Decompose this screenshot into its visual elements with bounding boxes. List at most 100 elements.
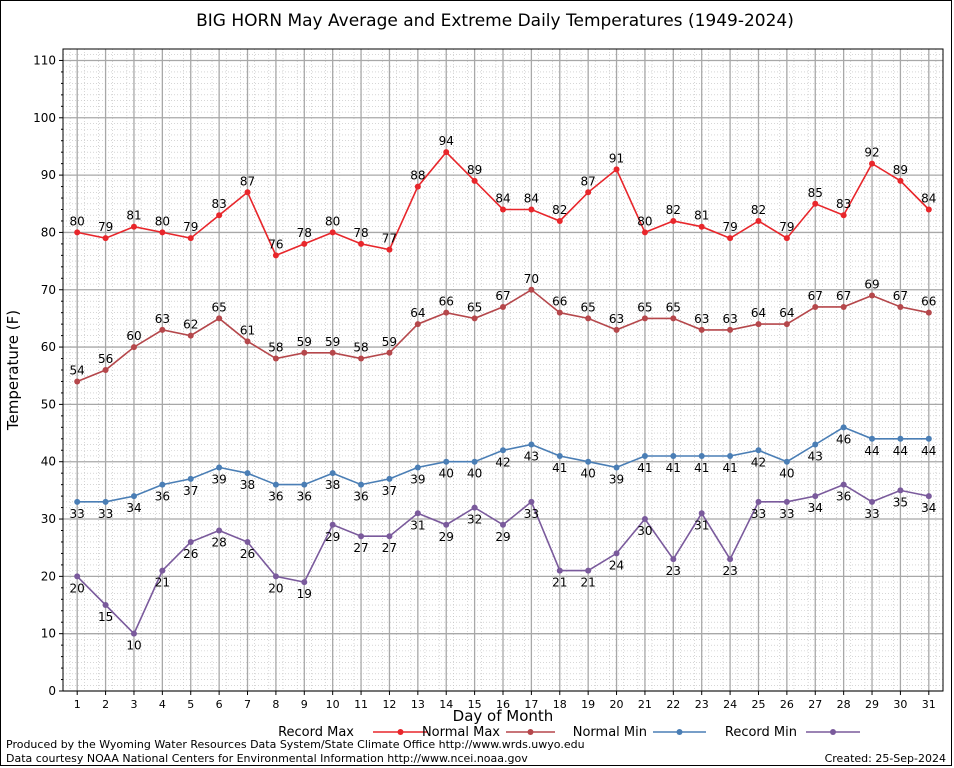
record-min-data-label: 26 bbox=[240, 547, 255, 561]
normal-min-data-label: 46 bbox=[836, 432, 851, 446]
normal-min-point bbox=[159, 481, 166, 488]
normal-min-data-label: 33 bbox=[98, 507, 113, 521]
normal-min-point bbox=[130, 493, 137, 500]
y-tick-label: 80 bbox=[41, 225, 56, 239]
normal-max-data-label: 59 bbox=[297, 335, 312, 349]
x-tick-label: 25 bbox=[751, 698, 765, 711]
normal-max-point bbox=[613, 326, 620, 333]
record-max-point bbox=[528, 206, 535, 213]
normal-min-point bbox=[528, 441, 535, 448]
normal-min-point bbox=[585, 458, 592, 465]
normal-max-point bbox=[244, 338, 251, 345]
record-max-data-label: 81 bbox=[126, 209, 141, 223]
normal-min-data-label: 36 bbox=[353, 490, 368, 504]
normal-min-data-label: 41 bbox=[637, 461, 652, 475]
normal-max-data-label: 54 bbox=[70, 363, 85, 377]
x-tick-label: 20 bbox=[610, 698, 624, 711]
normal-min-point bbox=[102, 498, 109, 505]
record-min-data-label: 29 bbox=[325, 530, 340, 544]
normal-max-point bbox=[102, 367, 109, 373]
normal-min-point bbox=[272, 481, 279, 488]
record-max-point bbox=[755, 217, 762, 224]
normal-max-point bbox=[585, 315, 592, 322]
record-max-point bbox=[783, 235, 790, 242]
record-min-data-label: 27 bbox=[382, 541, 397, 555]
record-max-data-label: 79 bbox=[722, 220, 737, 234]
normal-min-data-label: 39 bbox=[609, 472, 624, 486]
legend-marker-normal-max bbox=[527, 729, 534, 735]
x-tick-label: 6 bbox=[216, 698, 223, 711]
record-min-data-label: 33 bbox=[864, 507, 879, 521]
normal-min-point bbox=[925, 435, 932, 442]
normal-max-point bbox=[500, 303, 506, 310]
record-max-point bbox=[329, 229, 336, 236]
record-min-point bbox=[130, 630, 137, 637]
record-min-point bbox=[74, 573, 81, 580]
x-tick-label: 31 bbox=[922, 698, 936, 711]
chart-title: BIG HORN May Average and Extreme Daily T… bbox=[196, 11, 794, 31]
record-max-data-label: 80 bbox=[155, 214, 170, 228]
normal-max-data-label: 59 bbox=[325, 335, 340, 349]
record-max-data-label: 79 bbox=[779, 220, 794, 234]
record-max-data-label: 81 bbox=[694, 209, 709, 223]
x-axis-label: Day of Month bbox=[453, 707, 554, 725]
normal-min-data-label: 41 bbox=[666, 461, 681, 475]
normal-max-data-label: 58 bbox=[268, 341, 283, 355]
normal-max-point bbox=[414, 321, 421, 328]
normal-max-data-label: 65 bbox=[637, 300, 652, 314]
record-min-data-label: 32 bbox=[467, 513, 482, 527]
record-max-point bbox=[613, 166, 620, 173]
record-min-point bbox=[443, 521, 450, 528]
record-min-data-label: 15 bbox=[98, 610, 113, 624]
normal-max-data-label: 56 bbox=[98, 352, 113, 366]
x-tick-label: 19 bbox=[581, 698, 595, 711]
normal-max-data-label: 70 bbox=[524, 272, 539, 286]
record-min-data-label: 10 bbox=[126, 639, 141, 653]
record-max-data-label: 76 bbox=[268, 237, 283, 251]
record-max-point bbox=[471, 177, 478, 184]
normal-max-data-label: 61 bbox=[240, 323, 255, 337]
normal-min-point bbox=[812, 441, 819, 448]
normal-max-data-label: 62 bbox=[183, 318, 198, 332]
record-min-point bbox=[102, 602, 109, 609]
normal-min-data-label: 38 bbox=[240, 478, 255, 492]
record-min-data-label: 33 bbox=[751, 507, 766, 521]
x-tick-label: 23 bbox=[695, 698, 709, 711]
x-tick-label: 7 bbox=[244, 698, 251, 711]
record-max-data-label: 80 bbox=[637, 214, 652, 228]
record-min-data-label: 23 bbox=[722, 564, 737, 578]
normal-max-point bbox=[812, 303, 819, 310]
record-max-data-label: 83 bbox=[836, 197, 851, 211]
normal-max-point bbox=[443, 309, 450, 316]
normal-min-point bbox=[698, 452, 705, 459]
x-tick-label: 17 bbox=[524, 698, 538, 711]
record-min-point bbox=[585, 567, 592, 574]
record-min-data-label: 30 bbox=[637, 524, 652, 538]
normal-max-data-label: 63 bbox=[694, 312, 709, 326]
y-tick-label: 20 bbox=[41, 569, 56, 583]
x-tick-label: 16 bbox=[496, 698, 510, 711]
record-min-data-label: 33 bbox=[524, 507, 539, 521]
created-date: Created: 25-Sep-2024 bbox=[824, 752, 946, 765]
record-min-point bbox=[159, 567, 166, 574]
normal-min-point bbox=[187, 475, 194, 482]
normal-max-data-label: 67 bbox=[495, 289, 510, 303]
x-tick-label: 21 bbox=[638, 698, 652, 711]
record-min-point bbox=[641, 516, 648, 523]
normal-min-data-label: 44 bbox=[893, 444, 908, 458]
record-max-point bbox=[74, 229, 81, 236]
record-max-data-label: 87 bbox=[581, 174, 596, 188]
normal-min-point bbox=[386, 475, 393, 482]
record-max-point bbox=[130, 223, 137, 230]
normal-min-data-label: 39 bbox=[410, 472, 425, 486]
record-max-point bbox=[301, 240, 308, 247]
normal-min-point bbox=[471, 458, 478, 465]
record-max-point bbox=[925, 206, 932, 213]
normal-max-point bbox=[159, 326, 166, 333]
x-tick-label: 24 bbox=[723, 698, 737, 711]
record-min-data-label: 36 bbox=[836, 490, 851, 504]
normal-max-point bbox=[329, 349, 336, 356]
record-max-point bbox=[159, 229, 166, 236]
normal-max-data-label: 66 bbox=[439, 295, 454, 309]
